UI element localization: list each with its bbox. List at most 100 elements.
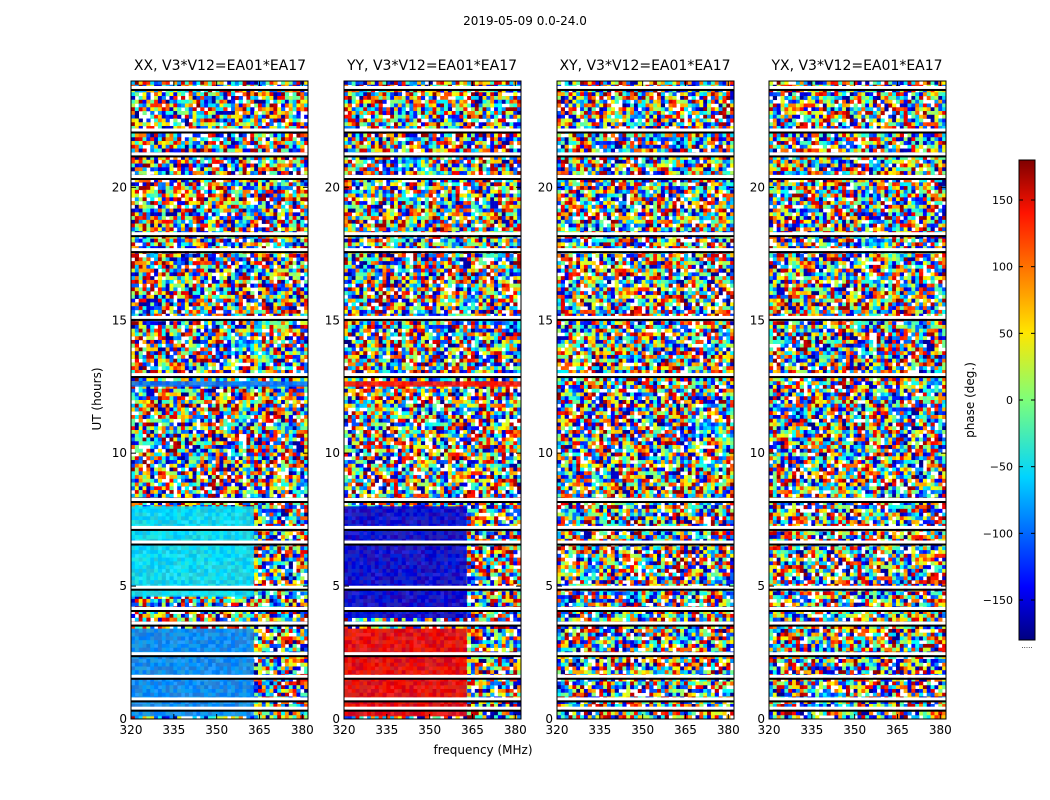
phase-cell: [166, 149, 170, 153]
phase-cell: [285, 186, 289, 190]
phase-cell: [131, 122, 135, 126]
phase-cell: [173, 100, 177, 104]
phase-cell: [212, 104, 216, 108]
phase-cell: [200, 160, 204, 164]
phase-cell: [150, 164, 154, 168]
phase-cell: [162, 149, 166, 153]
phase-cell: [154, 107, 158, 111]
phase-cell: [154, 119, 158, 123]
phase-cell: [212, 81, 216, 85]
phase-cell: [243, 107, 247, 111]
phase-cell: [254, 190, 258, 194]
phase-cell: [143, 96, 147, 100]
phase-cell: [173, 115, 177, 119]
phase-cell: [293, 119, 297, 123]
phase-cell: [277, 160, 281, 164]
phase-cell: [227, 104, 231, 108]
phase-cell: [204, 190, 208, 194]
phase-cell: [250, 134, 254, 138]
phase-cell: [266, 81, 270, 85]
phase-cell: [162, 167, 166, 171]
phase-cell: [193, 145, 197, 149]
phase-cell: [273, 92, 277, 96]
phase-cell: [235, 115, 239, 119]
phase-cell: [262, 182, 266, 186]
phase-cell: [193, 81, 197, 85]
phase-cell: [162, 190, 166, 194]
phase-cell: [246, 111, 250, 115]
phase-cell: [258, 107, 262, 111]
phase-cell: [285, 171, 289, 175]
phase-cell: [285, 182, 289, 186]
phase-cell: [177, 141, 181, 145]
phase-cell: [262, 104, 266, 108]
phase-cell: [220, 100, 224, 104]
phase-cell: [139, 141, 143, 145]
phase-cell: [277, 149, 281, 153]
phase-cell: [204, 145, 208, 149]
phase-cell: [216, 92, 220, 96]
phase-cell: [169, 134, 173, 138]
phase-cell: [139, 137, 143, 141]
phase-cell: [189, 104, 193, 108]
phase-cell: [200, 171, 204, 175]
phase-cell: [131, 115, 135, 119]
phase-cell: [162, 145, 166, 149]
phase-cell: [277, 190, 281, 194]
phase-cell: [285, 134, 289, 138]
phase-cell: [212, 182, 216, 186]
phase-cell: [258, 149, 262, 153]
phase-cell: [181, 145, 185, 149]
phase-cell: [143, 81, 147, 85]
phase-cell: [189, 81, 193, 85]
phase-cell: [189, 167, 193, 171]
phase-cell: [285, 145, 289, 149]
phase-cell: [181, 164, 185, 168]
phase-cell: [173, 107, 177, 111]
phase-cell: [243, 167, 247, 171]
phase-cell: [289, 164, 293, 168]
phase-cell: [185, 115, 189, 119]
phase-cell: [266, 186, 270, 190]
phase-cell: [196, 186, 200, 190]
phase-cell: [243, 134, 247, 138]
phase-cell: [158, 137, 162, 141]
phase-cell: [250, 81, 254, 85]
phase-cell: [150, 186, 154, 190]
phase-cell: [266, 182, 270, 186]
phase-cell: [158, 96, 162, 100]
phase-cell: [208, 104, 212, 108]
phase-cell: [177, 190, 181, 194]
phase-cell: [166, 164, 170, 168]
phase-cell: [200, 115, 204, 119]
phase-cell: [193, 115, 197, 119]
phase-cell: [281, 149, 285, 153]
phase-cell: [204, 137, 208, 141]
phase-cell: [196, 164, 200, 168]
phase-cell: [281, 167, 285, 171]
phase-cell: [239, 149, 243, 153]
phase-cell: [300, 186, 304, 190]
phase-cell: [277, 119, 281, 123]
phase-cell: [196, 134, 200, 138]
phase-cell: [277, 111, 281, 115]
phase-cell: [289, 111, 293, 115]
phase-cell: [235, 167, 239, 171]
phase-cell: [169, 115, 173, 119]
phase-cell: [246, 81, 250, 85]
phase-cell: [154, 164, 158, 168]
phase-cell: [296, 134, 300, 138]
phase-cell: [258, 182, 262, 186]
phase-cell: [185, 81, 189, 85]
phase-cell: [158, 186, 162, 190]
phase-cell: [235, 107, 239, 111]
phase-cell: [243, 182, 247, 186]
phase-cell: [239, 141, 243, 145]
phase-cell: [181, 167, 185, 171]
phase-cell: [254, 182, 258, 186]
phase-cell: [285, 164, 289, 168]
phase-cell: [131, 104, 135, 108]
phase-cell: [139, 107, 143, 111]
phase-cell: [273, 145, 277, 149]
phase-cell: [243, 81, 247, 85]
